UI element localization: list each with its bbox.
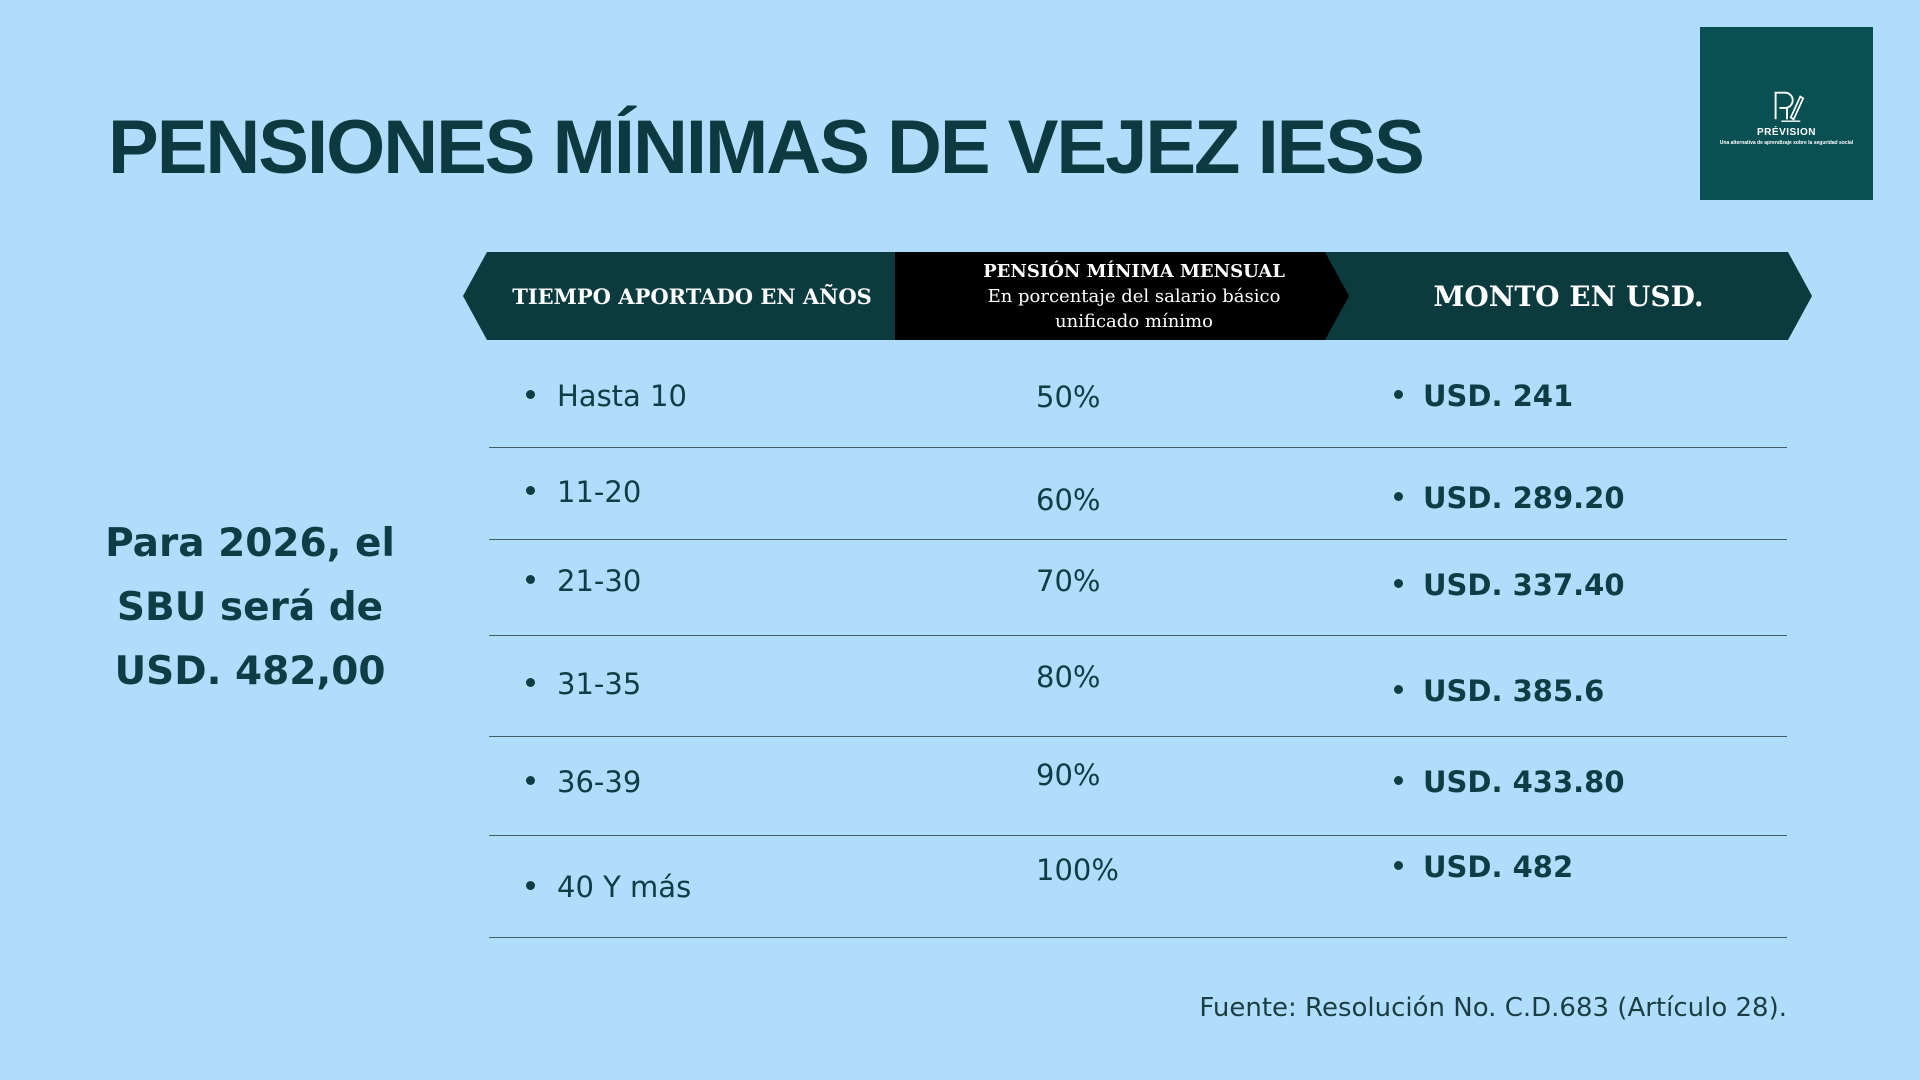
header-years: TIEMPO APORTADO EN AÑOS [463, 252, 921, 340]
cell-percent: 50% [1036, 380, 1101, 414]
sbu-note-line: SBU será de [116, 585, 384, 630]
cell-years: 36-39 [526, 765, 641, 799]
header-percent-subtitle: En porcentaje del salario básico [987, 285, 1281, 307]
cell-percent: 90% [1036, 758, 1101, 792]
row-divider [489, 447, 1787, 448]
cell-amount: USD. 433.80 [1394, 765, 1625, 799]
row-divider [489, 635, 1787, 636]
cell-years: 11-20 [526, 475, 641, 509]
row-divider [489, 937, 1787, 938]
cell-percent: 60% [1036, 483, 1101, 517]
header-percent: PENSIÓN MÍNIMA MENSUAL En porcentaje del… [895, 252, 1353, 340]
cell-percent: 80% [1036, 660, 1101, 694]
sbu-note: Para 2026, el SBU será de USD. 482,00 [80, 512, 420, 704]
cell-percent: 70% [1036, 564, 1101, 598]
cell-amount: USD. 385.6 [1394, 674, 1604, 708]
brand-name: PRÉVISION [1757, 127, 1816, 138]
header-amount: MONTO EN USD. [1325, 252, 1812, 340]
cell-amount: USD. 241 [1394, 379, 1573, 413]
cell-years: Hasta 10 [526, 379, 687, 413]
cell-percent: 100% [1036, 853, 1119, 887]
cell-years: 40 Y más [526, 870, 691, 904]
header-years-label: TIEMPO APORTADO EN AÑOS [512, 283, 872, 309]
header-percent-subtitle: unificado mínimo [1055, 310, 1213, 332]
cell-years: 21-30 [526, 564, 641, 598]
sbu-note-line: USD. 482,00 [114, 649, 386, 694]
cell-amount: USD. 337.40 [1394, 568, 1625, 602]
brand-tagline: Una alternativa de aprendizaje sobre la … [1719, 140, 1854, 146]
source-citation: Fuente: Resolución No. C.D.683 (Artículo… [1199, 993, 1787, 1023]
table-header: TIEMPO APORTADO EN AÑOS PENSIÓN MÍNIMA M… [0, 252, 1920, 340]
row-divider [489, 736, 1787, 737]
page-title: PENSIONES MÍNIMAS DE VEJEZ IESS [108, 105, 1425, 190]
header-amount-label: MONTO EN USD. [1433, 279, 1704, 313]
cell-amount: USD. 482 [1394, 850, 1573, 884]
pen-pi-logo-icon [1774, 91, 1804, 122]
brand-logo: PRÉVISION Una alternativa de aprendizaje… [1700, 27, 1873, 200]
row-divider [489, 539, 1787, 540]
cell-amount: USD. 289.20 [1394, 481, 1625, 515]
row-divider [489, 835, 1787, 836]
sbu-note-line: Para 2026, el [105, 521, 395, 566]
cell-years: 31-35 [526, 667, 641, 701]
header-percent-title: PENSIÓN MÍNIMA MENSUAL [983, 260, 1285, 282]
